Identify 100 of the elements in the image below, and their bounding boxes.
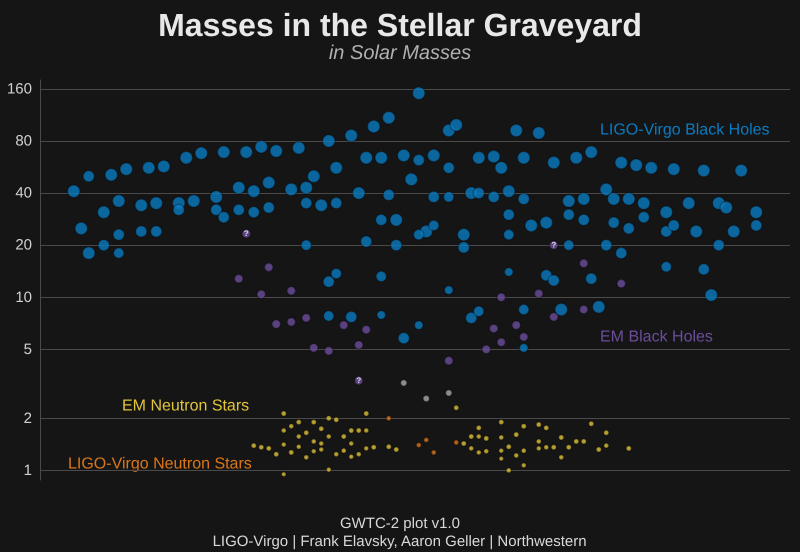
- point: [614, 246, 628, 260]
- data-label: ?: [356, 376, 362, 386]
- point: [637, 210, 650, 224]
- point: [513, 431, 520, 438]
- point: [360, 235, 373, 248]
- point: [280, 471, 287, 478]
- point: [577, 214, 590, 226]
- point: [588, 420, 594, 427]
- point: [444, 356, 454, 366]
- point: [660, 260, 672, 273]
- text: LIGO-Virgo Neutron Stars: [68, 456, 252, 472]
- point: [543, 424, 550, 432]
- point: [498, 448, 504, 454]
- point: [600, 238, 613, 252]
- point: [250, 442, 257, 449]
- point: [326, 433, 332, 440]
- point: [453, 439, 460, 446]
- point: [217, 210, 230, 224]
- data-label: ?: [551, 240, 556, 250]
- data-label: ?: [244, 229, 249, 238]
- point: [548, 312, 559, 322]
- point: [322, 275, 336, 288]
- point: [280, 410, 287, 417]
- y-tick-label: 2: [24, 410, 32, 427]
- point: [502, 208, 516, 222]
- point: [288, 423, 294, 430]
- point: [386, 415, 392, 422]
- point: [296, 433, 302, 440]
- point: [296, 418, 302, 426]
- point: [348, 440, 354, 447]
- point: [488, 324, 499, 334]
- point: [430, 449, 437, 456]
- point: [498, 434, 504, 441]
- point: [150, 225, 163, 238]
- point: [607, 216, 620, 229]
- point: [584, 272, 598, 286]
- series-label: EM Neutron Stars: [122, 398, 250, 414]
- chart-title: Masses in the Stellar Graveyard: [158, 7, 642, 43]
- point: [558, 454, 564, 460]
- point: [288, 449, 294, 456]
- point: [318, 446, 324, 453]
- point: [534, 288, 544, 299]
- point: [520, 462, 527, 468]
- point: [498, 418, 504, 426]
- point: [536, 445, 542, 452]
- point: [562, 208, 576, 222]
- y-tick-label: 1: [24, 462, 32, 479]
- point: [603, 430, 610, 436]
- point: [112, 247, 125, 259]
- point: [400, 379, 408, 387]
- point: [412, 154, 426, 166]
- point: [518, 332, 529, 342]
- point: [423, 436, 430, 444]
- point: [626, 445, 632, 452]
- point: [363, 427, 370, 434]
- y-tick-label: 20: [15, 236, 32, 254]
- point: [333, 416, 340, 424]
- point: [356, 427, 362, 434]
- point: [536, 438, 542, 445]
- point: [547, 274, 560, 287]
- point: [258, 444, 264, 451]
- point: [318, 426, 324, 432]
- point: [296, 444, 302, 450]
- point: [310, 438, 317, 445]
- point: [310, 448, 317, 454]
- point: [232, 204, 246, 216]
- point: [134, 225, 148, 238]
- point: [326, 466, 332, 473]
- point: [442, 161, 456, 174]
- point: [487, 190, 500, 204]
- point: [697, 263, 710, 276]
- point: [256, 289, 266, 300]
- point: [300, 196, 313, 210]
- point: [386, 443, 392, 450]
- y-tick-label: 5: [24, 340, 32, 358]
- point: [354, 340, 364, 350]
- point: [303, 430, 310, 436]
- point: [578, 258, 589, 268]
- point: [511, 320, 522, 330]
- point: [271, 319, 282, 330]
- point: [543, 444, 550, 450]
- point: [468, 445, 474, 452]
- point: [97, 238, 110, 252]
- point: [616, 278, 626, 289]
- point: [363, 445, 370, 452]
- point: [476, 424, 482, 432]
- point: [340, 433, 347, 440]
- text: GWTC-2 plot v1.0: [340, 515, 460, 532]
- y-tick-label: 40: [15, 184, 32, 202]
- point: [468, 433, 474, 440]
- point: [348, 427, 354, 434]
- point: [356, 451, 362, 458]
- point: [324, 346, 334, 356]
- point: [318, 440, 324, 447]
- point: [517, 192, 530, 206]
- point: [210, 204, 223, 216]
- point: [264, 262, 274, 272]
- point: [382, 188, 396, 202]
- point: [442, 191, 455, 203]
- point: [428, 220, 440, 232]
